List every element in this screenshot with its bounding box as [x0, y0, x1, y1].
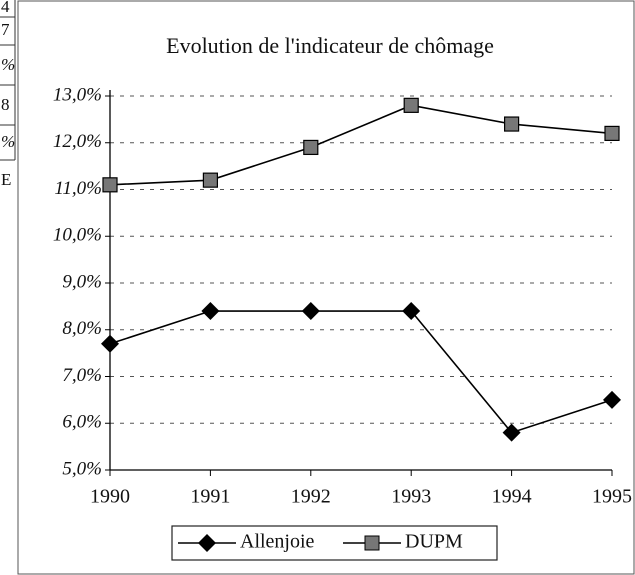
point — [202, 172, 218, 188]
point — [201, 302, 220, 321]
point — [402, 302, 421, 321]
margin-fragment: 8 — [1, 95, 10, 114]
legend-marker — [198, 534, 216, 552]
legend-box — [171, 525, 498, 561]
x-tick-label: 1995 — [592, 486, 632, 508]
point — [603, 390, 621, 409]
point — [502, 423, 521, 442]
margin-fragment: E — [1, 170, 11, 189]
margin-fragment: % — [1, 55, 15, 74]
y-tick-label: 12,0% — [53, 131, 102, 152]
x-tick-label: 1992 — [291, 486, 331, 508]
margin-fragment: % — [1, 132, 15, 151]
point — [604, 125, 620, 142]
point — [102, 177, 118, 193]
legend-label: DUPM — [405, 531, 463, 553]
point — [403, 97, 419, 113]
margin-boxes — [0, 0, 16, 161]
y-tick-label: 7,0% — [62, 365, 102, 386]
margin-fragment: 4 — [1, 0, 10, 16]
y-tick-label: 10,0% — [53, 225, 102, 246]
point — [301, 302, 320, 321]
chart-frame — [17, 0, 635, 575]
x-tick-label: 1993 — [391, 486, 431, 508]
margin-fragment: 7 — [1, 20, 10, 39]
point — [303, 139, 319, 156]
point — [101, 334, 119, 353]
y-tick-label: 8,0% — [62, 318, 102, 339]
legend-marker — [364, 535, 380, 551]
x-tick-label: 1994 — [492, 486, 532, 508]
y-tick-label: 6,0% — [62, 412, 102, 433]
series-line — [109, 310, 613, 434]
y-tick-label: 5,0% — [62, 458, 102, 479]
x-tick-label: 1990 — [90, 486, 130, 508]
y-tick-label: 9,0% — [62, 271, 102, 292]
x-tick-label: 1991 — [190, 486, 230, 508]
y-tick-label: 13,0% — [53, 84, 102, 105]
chart-title: Evolution de l'indicateur de chômage — [166, 33, 494, 58]
series-line — [109, 104, 613, 186]
point — [504, 116, 520, 132]
y-tick-label: 11,0% — [54, 178, 102, 199]
legend-label: Allenjoie — [240, 531, 315, 553]
